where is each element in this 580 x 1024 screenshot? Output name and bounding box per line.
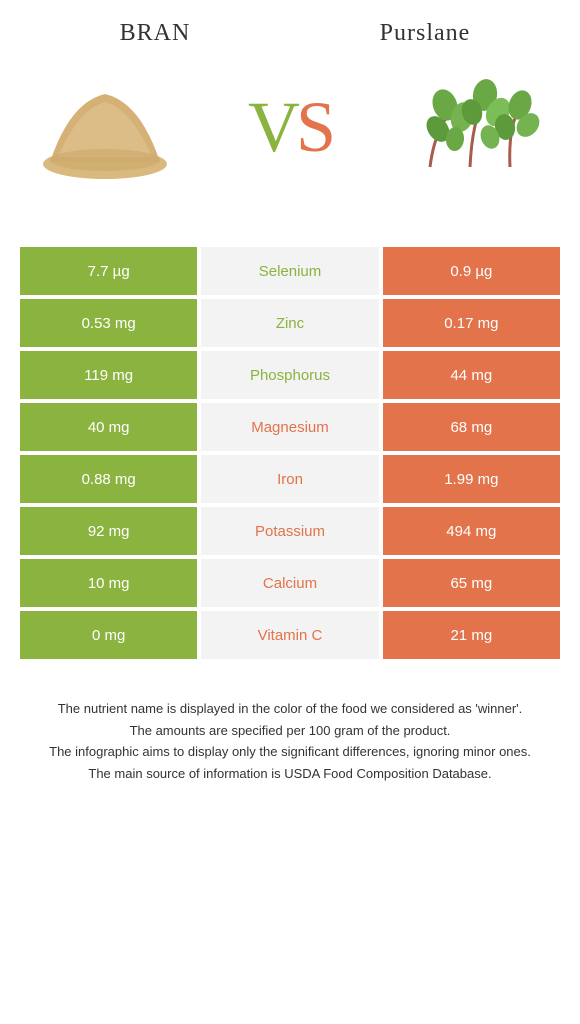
right-value: 1.99 mg <box>383 455 560 503</box>
left-value: 10 mg <box>20 559 197 607</box>
table-row: 119 mgPhosphorus44 mg <box>20 351 560 399</box>
table-row: 7.7 µgSelenium0.9 µg <box>20 247 560 295</box>
right-value: 68 mg <box>383 403 560 451</box>
right-value: 0.9 µg <box>383 247 560 295</box>
nutrient-table: 7.7 µgSelenium0.9 µg0.53 mgZinc0.17 mg11… <box>20 247 560 659</box>
left-value: 92 mg <box>20 507 197 555</box>
right-value: 21 mg <box>383 611 560 659</box>
table-row: 0.53 mgZinc0.17 mg <box>20 299 560 347</box>
nutrient-label: Potassium <box>201 507 378 555</box>
table-row: 0.88 mgIron1.99 mg <box>20 455 560 503</box>
nutrient-label: Selenium <box>201 247 378 295</box>
right-value: 44 mg <box>383 351 560 399</box>
left-value: 0 mg <box>20 611 197 659</box>
images-row: VS <box>20 67 560 187</box>
right-value: 65 mg <box>383 559 560 607</box>
nutrient-label: Magnesium <box>201 403 378 451</box>
footnote-line: The amounts are specified per 100 gram o… <box>30 721 550 741</box>
footnotes: The nutrient name is displayed in the co… <box>20 699 560 783</box>
left-value: 40 mg <box>20 403 197 451</box>
nutrient-label: Vitamin C <box>201 611 378 659</box>
footnote-line: The nutrient name is displayed in the co… <box>30 699 550 719</box>
right-value: 494 mg <box>383 507 560 555</box>
left-value: 7.7 µg <box>20 247 197 295</box>
left-food-title: BRAN <box>20 20 290 47</box>
table-row: 0 mgVitamin C21 mg <box>20 611 560 659</box>
right-value: 0.17 mg <box>383 299 560 347</box>
footnote-line: The main source of information is USDA F… <box>30 764 550 784</box>
infographic-container: BRAN Purslane VS <box>0 0 580 783</box>
left-value: 119 mg <box>20 351 197 399</box>
vs-s-letter: S <box>296 87 332 167</box>
nutrient-label: Phosphorus <box>201 351 378 399</box>
table-row: 40 mgMagnesium68 mg <box>20 403 560 451</box>
vs-v-letter: V <box>248 87 296 167</box>
nutrient-label: Zinc <box>201 299 378 347</box>
vs-label: VS <box>248 86 332 169</box>
left-value: 0.53 mg <box>20 299 197 347</box>
left-value: 0.88 mg <box>20 455 197 503</box>
table-row: 92 mgPotassium494 mg <box>20 507 560 555</box>
purslane-image <box>400 67 550 187</box>
bran-image <box>30 67 180 187</box>
nutrient-label: Calcium <box>201 559 378 607</box>
header-row: BRAN Purslane <box>20 20 560 47</box>
right-food-title: Purslane <box>290 20 560 47</box>
nutrient-label: Iron <box>201 455 378 503</box>
footnote-line: The infographic aims to display only the… <box>30 742 550 762</box>
table-row: 10 mgCalcium65 mg <box>20 559 560 607</box>
